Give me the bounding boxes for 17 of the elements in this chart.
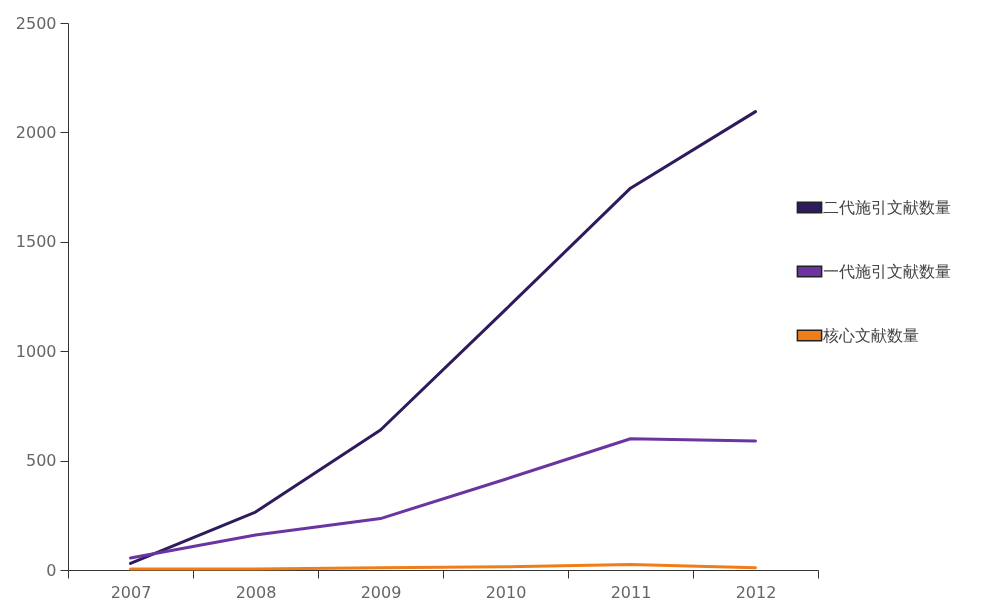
x-tick-label: 2008 [235, 582, 277, 602]
legend-label: 一代施引文献数量 [823, 261, 951, 281]
line-series [129, 110, 757, 565]
y-tick-label: 500 [25, 451, 57, 471]
line-series [129, 437, 757, 560]
y-tick-label: 2500 [15, 13, 57, 33]
y-tick-label: 1000 [15, 341, 57, 361]
legend-label: 二代施引文献数量 [823, 197, 951, 217]
y-tick-label: 1500 [15, 232, 57, 252]
x-tick-label: 2009 [360, 582, 402, 602]
x-tick-label: 2012 [735, 582, 777, 602]
y-tick-label: 2000 [15, 122, 57, 142]
y-tick-label: 0 [46, 560, 57, 580]
x-tick-label: 2011 [610, 582, 652, 602]
x-tick-label: 2010 [485, 582, 527, 602]
x-tick-label: 2007 [110, 582, 152, 602]
legend-label: 核心文献数量 [822, 325, 919, 345]
